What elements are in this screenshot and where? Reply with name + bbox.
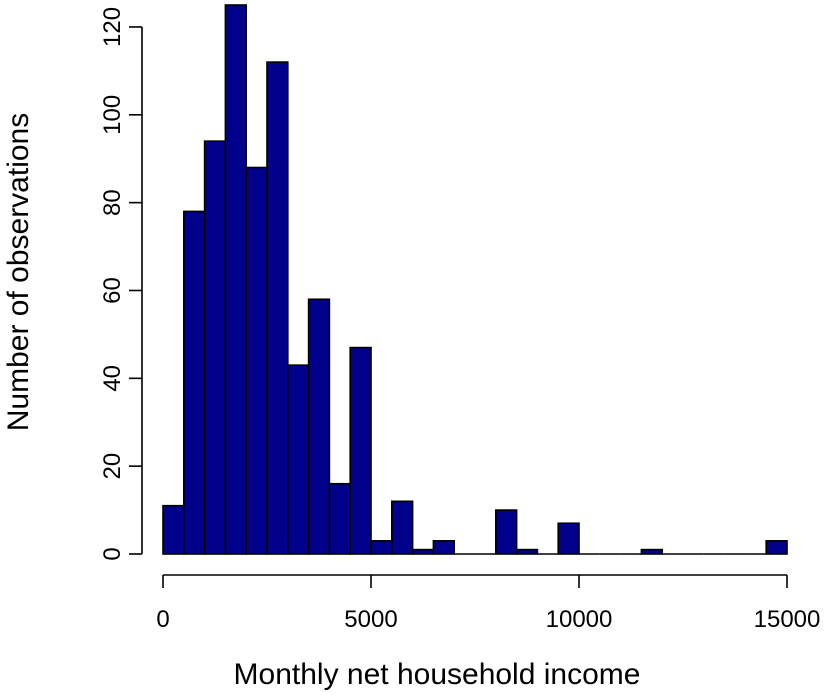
- histogram-bar: [765, 540, 788, 555]
- y-axis: 0 20 40 60 80 100 120: [99, 7, 143, 561]
- y-tick-label: 80: [99, 189, 126, 216]
- histogram-bar: [432, 540, 455, 555]
- histogram-bar: [411, 548, 435, 555]
- histogram-bar: [390, 500, 414, 555]
- histogram-bar: [494, 509, 518, 555]
- x-tick-label: 0: [156, 606, 169, 633]
- histogram-bar: [224, 4, 247, 555]
- histogram-bar: [328, 482, 351, 555]
- histogram-bar: [640, 548, 664, 555]
- y-tick-label: 40: [99, 365, 126, 392]
- x-tick-label: 5000: [344, 606, 397, 633]
- histogram-bar: [349, 346, 372, 555]
- histogram-bar: [515, 548, 539, 555]
- y-tick-label: 60: [99, 277, 126, 304]
- histogram-bar: [557, 522, 580, 555]
- histogram-bar: [370, 540, 393, 555]
- y-tick-label: 20: [99, 453, 126, 480]
- x-axis: 0 5000 10000 15000: [156, 574, 821, 633]
- bars-group: [162, 4, 788, 555]
- x-tick-label: 10000: [546, 606, 613, 633]
- histogram-bar: [307, 298, 331, 555]
- histogram-bar: [245, 166, 268, 555]
- histogram-bar: [286, 364, 310, 555]
- histogram-bar: [183, 210, 206, 555]
- y-axis-label: Number of observations: [2, 113, 35, 432]
- x-tick-label: 15000: [754, 606, 821, 633]
- histogram-bar: [203, 140, 227, 555]
- y-tick-label: 100: [99, 95, 126, 135]
- histogram-bar: [162, 504, 185, 555]
- x-axis-label: Monthly net household income: [234, 658, 641, 691]
- y-tick-label: 0: [99, 547, 126, 560]
- histogram-bar: [266, 61, 289, 555]
- y-tick-label: 120: [99, 7, 126, 47]
